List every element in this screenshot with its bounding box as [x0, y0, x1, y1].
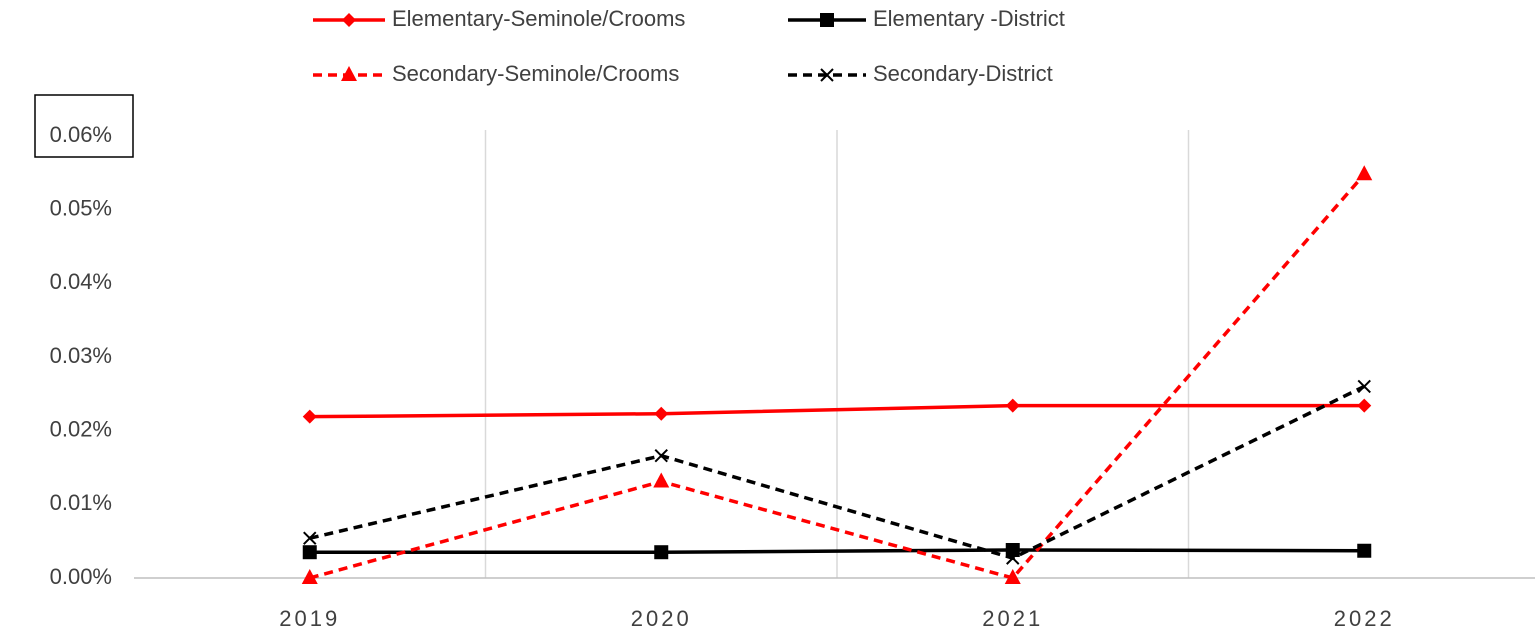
- y-tick-label: 0.02%: [50, 416, 112, 441]
- x-tick-label: 2021: [982, 606, 1043, 631]
- y-tick-label: 0.00%: [50, 564, 112, 589]
- marker: [820, 13, 834, 27]
- marker: [654, 449, 668, 463]
- series-line: [309, 548, 1365, 554]
- legend-label: Elementary -District: [873, 6, 1065, 31]
- marker: [1356, 165, 1373, 181]
- legend-label: Elementary-Seminole/Crooms: [392, 6, 685, 31]
- x-tick-label: 2020: [631, 606, 692, 631]
- series-line: [309, 384, 1366, 560]
- marker: [302, 409, 317, 424]
- y-tick-label: 0.04%: [50, 269, 112, 294]
- marker: [1357, 379, 1371, 394]
- x-tick-label: 2019: [279, 606, 340, 631]
- legend-label: Secondary-Seminole/Crooms: [392, 61, 679, 86]
- legend-label: Secondary-District: [873, 61, 1053, 86]
- marker: [654, 545, 669, 560]
- marker: [341, 66, 357, 81]
- y-tick-label: 0.01%: [50, 490, 112, 515]
- marker: [1006, 551, 1020, 565]
- marker: [303, 531, 317, 545]
- marker: [820, 68, 834, 82]
- marker: [302, 545, 317, 560]
- marker: [342, 13, 356, 27]
- marker: [1005, 398, 1020, 413]
- marker: [301, 569, 318, 584]
- marker: [1357, 398, 1372, 413]
- marker: [654, 406, 669, 421]
- y-tick-label: 0.06%: [50, 122, 112, 147]
- marker: [653, 472, 670, 488]
- label-box: [34, 94, 134, 158]
- y-tick-label: 0.05%: [50, 195, 112, 220]
- x-tick-label: 2022: [1334, 606, 1395, 631]
- marker: [1004, 569, 1021, 584]
- series-line: [309, 173, 1366, 580]
- series-line: [309, 403, 1365, 419]
- y-tick-label: 0.03%: [50, 343, 112, 368]
- marker: [1357, 543, 1372, 558]
